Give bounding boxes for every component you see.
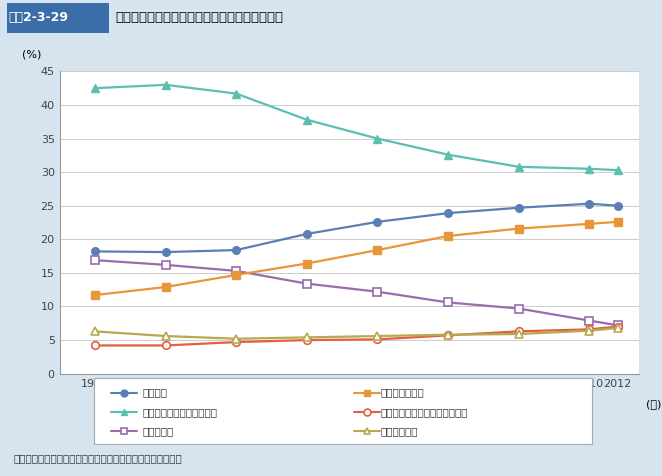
Text: 資料：厚生労働省大臣官房統計情報部「国民生活基礎調査」: 資料：厚生労働省大臣官房統計情報部「国民生活基礎調査」 xyxy=(13,453,182,463)
FancyBboxPatch shape xyxy=(7,3,109,33)
Text: 世帯構造別にみた世帯数の構成割合の年次推移: 世帯構造別にみた世帯数の構成割合の年次推移 xyxy=(116,11,284,24)
Text: ひとり親と未婚の子のみの世帯: ひとり親と未婚の子のみの世帯 xyxy=(380,407,468,417)
FancyBboxPatch shape xyxy=(93,378,592,444)
Text: 夫婦と未婚の子のみの世帯: 夫婦と未婚の子のみの世帯 xyxy=(143,407,218,417)
Text: 図表2-3-29: 図表2-3-29 xyxy=(9,11,69,24)
Text: 三世代世帯: 三世代世帯 xyxy=(143,426,174,436)
Text: 夫婦のみの世帯: 夫婦のみの世帯 xyxy=(380,387,424,397)
Text: (%): (%) xyxy=(22,50,41,60)
Text: その他の世帯: その他の世帯 xyxy=(380,426,418,436)
Text: (年): (年) xyxy=(645,399,661,409)
Text: 単独世帯: 単独世帯 xyxy=(143,387,167,397)
